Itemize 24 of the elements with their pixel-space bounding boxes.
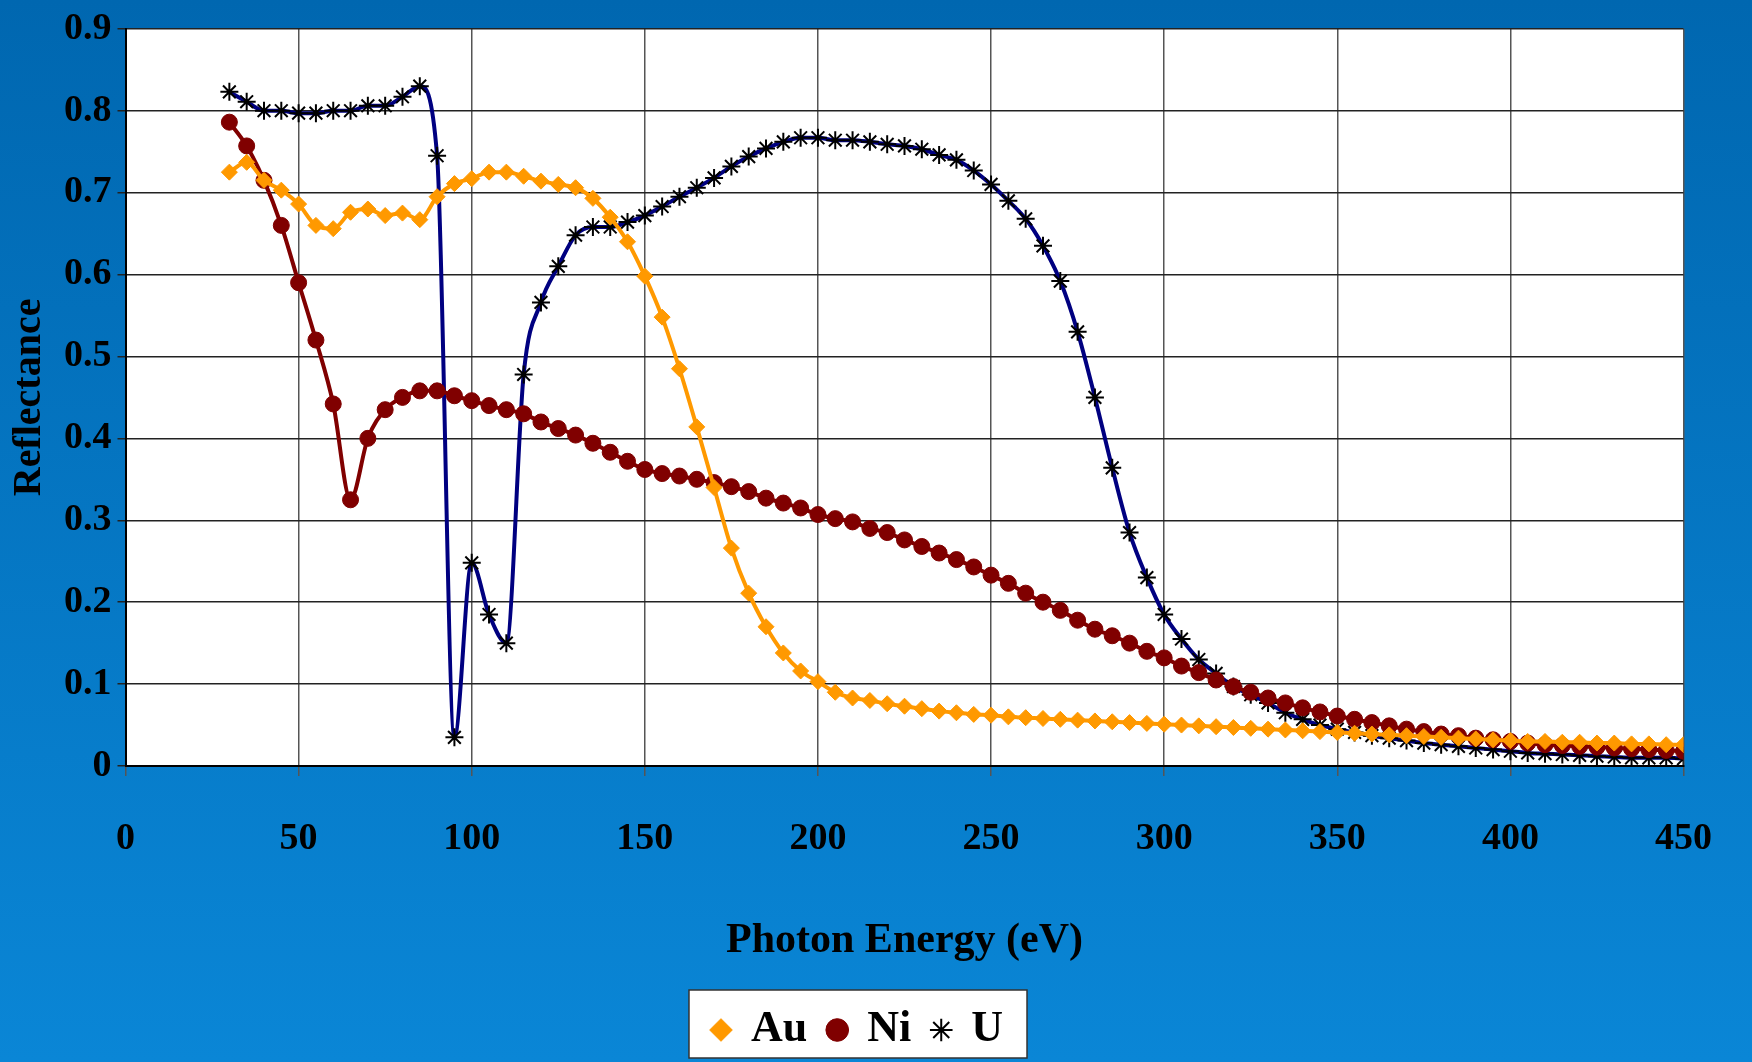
y-tick-label: 0.4: [64, 414, 112, 457]
x-tick-label: 450: [1655, 814, 1712, 857]
x-tick-label: 400: [1481, 814, 1539, 857]
y-tick-label: 0.9: [64, 4, 112, 47]
x-tick-label: 300: [1135, 814, 1193, 857]
legend-label: Ni: [867, 1002, 912, 1052]
y-tick-label: 0.2: [64, 577, 112, 620]
x-tick-label: 350: [1308, 814, 1366, 857]
x-tick-label: 200: [789, 814, 847, 857]
y-tick-label: 0: [92, 741, 112, 784]
y-tick-label: 0.1: [64, 659, 112, 702]
x-tick-label: 250: [962, 814, 1020, 857]
y-tick-label: 0.6: [64, 250, 112, 293]
y-tick-label: 0.5: [64, 332, 112, 375]
y-tick-label: 0.8: [64, 86, 112, 129]
y-tick-label: 0.3: [64, 496, 112, 539]
x-tick-label: 100: [443, 814, 501, 857]
legend-label: U: [971, 1002, 1004, 1052]
x-tick-label: 50: [279, 814, 318, 857]
y-tick-label: 0.7: [64, 168, 112, 211]
y-axis-title: Reflectance: [4, 298, 50, 497]
x-tick-label: 150: [616, 814, 674, 857]
x-axis-title: Photon Energy (eV): [726, 914, 1083, 962]
legend-label: Au: [750, 1002, 808, 1052]
